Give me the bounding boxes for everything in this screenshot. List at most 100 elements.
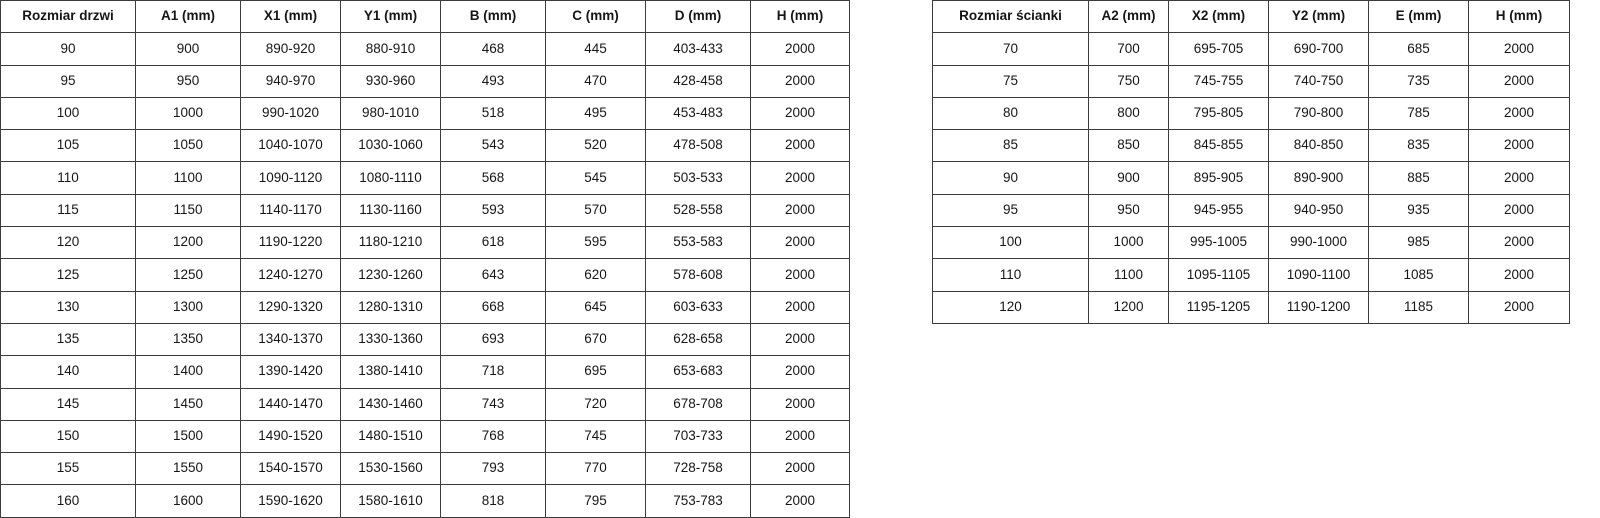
table-cell: 75 <box>932 64 1089 98</box>
column-header: X2 (mm) <box>1168 0 1269 34</box>
table-cell: 120 <box>0 226 136 260</box>
table-body: 70 700 695-705 690-700 685 2000 75 750 745-755 74… <box>932 32 1570 324</box>
table-cell: 568 <box>440 161 546 195</box>
table-cell: 2000 <box>750 161 850 195</box>
table-cell: 1400 <box>135 355 241 389</box>
table-row: 120 1200 1190-1220 1180-1210 618 595 553-583 20… <box>0 226 850 260</box>
table-cell: 140 <box>0 355 136 389</box>
table-cell: 493 <box>440 64 546 98</box>
column-header: A1 (mm) <box>135 0 241 34</box>
table-cell: 2000 <box>1468 226 1570 260</box>
table-row: 120 1200 1195-1205 1190-1200 1185 2000 <box>932 290 1570 324</box>
table-cell: 2000 <box>750 226 850 260</box>
table-header-row: Rozmiar drzwi A1 (mm) X1 (mm) Y1 (mm) B (mm)… <box>0 0 850 34</box>
table-cell: 2000 <box>750 129 850 163</box>
column-header: C (mm) <box>545 0 646 34</box>
column-header: E (mm) <box>1368 0 1469 34</box>
table-cell: 1300 <box>135 290 241 324</box>
table-cell: 880-910 <box>340 32 441 66</box>
table-cell: 85 <box>932 129 1089 163</box>
table-cell: 1000 <box>135 96 241 131</box>
table-cell: 2000 <box>1468 96 1570 131</box>
table-cell: 2000 <box>750 387 850 421</box>
table-row: 80 800 795-805 790-800 785 2000 <box>932 96 1570 131</box>
table-cell: 845-855 <box>1168 129 1269 163</box>
table-cell: 950 <box>1088 193 1169 228</box>
table-cell: 668 <box>440 290 546 324</box>
door-size-table: Rozmiar drzwi A1 (mm) X1 (mm) Y1 (mm) B (mm)… <box>0 0 850 518</box>
table-cell: 1000 <box>1088 226 1169 260</box>
table-cell: 95 <box>0 64 136 98</box>
table-cell: 543 <box>440 129 546 163</box>
table-cell: 2000 <box>750 322 850 357</box>
table-cell: 628-658 <box>645 322 751 357</box>
table-row: 110 1100 1095-1105 1090-1100 1085 2000 <box>932 258 1570 292</box>
table-cell: 2000 <box>1468 193 1570 228</box>
column-header: Y1 (mm) <box>340 0 441 34</box>
table-cell: 470 <box>545 64 646 98</box>
table-cell: 990-1000 <box>1268 226 1369 260</box>
table-cell: 1480-1510 <box>340 419 441 454</box>
table-cell: 110 <box>932 258 1089 292</box>
table-cell: 105 <box>0 129 136 163</box>
table-cell: 1590-1620 <box>240 484 341 518</box>
table-row: 90 900 895-905 890-900 885 2000 <box>932 161 1570 195</box>
table-cell: 795 <box>545 484 646 518</box>
table-cell: 100 <box>0 96 136 131</box>
table-cell: 115 <box>0 193 136 228</box>
table-cell: 620 <box>545 258 646 292</box>
table-cell: 1390-1420 <box>240 355 341 389</box>
table-cell: 995-1005 <box>1168 226 1269 260</box>
table-cell: 1350 <box>135 322 241 357</box>
table-cell: 1440-1470 <box>240 387 341 421</box>
table-cell: 2000 <box>750 419 850 454</box>
table-cell: 95 <box>932 193 1089 228</box>
table-cell: 800 <box>1088 96 1169 131</box>
table-cell: 670 <box>545 322 646 357</box>
table-cell: 2000 <box>1468 64 1570 98</box>
table-cell: 735 <box>1368 64 1469 98</box>
table-cell: 2000 <box>750 96 850 131</box>
table-cell: 595 <box>545 226 646 260</box>
table-cell: 645 <box>545 290 646 324</box>
table-cell: 690-700 <box>1268 32 1369 66</box>
table-cell: 1230-1260 <box>340 258 441 292</box>
table-cell: 135 <box>0 322 136 357</box>
table-cell: 1290-1320 <box>240 290 341 324</box>
table-cell: 150 <box>0 419 136 454</box>
table-cell: 80 <box>932 96 1089 131</box>
column-header: Rozmiar ścianki <box>932 0 1089 34</box>
table-cell: 1540-1570 <box>240 452 341 486</box>
table-cell: 1200 <box>135 226 241 260</box>
table-cell: 790-800 <box>1268 96 1369 131</box>
table-cell: 2000 <box>750 290 850 324</box>
table-cell: 478-508 <box>645 129 751 163</box>
table-cell: 518 <box>440 96 546 131</box>
table-cell: 1090-1120 <box>240 161 341 195</box>
table-cell: 1085 <box>1368 258 1469 292</box>
table-cell: 685 <box>1368 32 1469 66</box>
table-row: 115 1150 1140-1170 1130-1160 593 570 528-558 20… <box>0 193 850 228</box>
table-cell: 453-483 <box>645 96 751 131</box>
table-cell: 1490-1520 <box>240 419 341 454</box>
table-cell: 1140-1170 <box>240 193 341 228</box>
table-row: 160 1600 1590-1620 1580-1610 818 795 753-783 20… <box>0 484 850 518</box>
table-row: 95 950 940-970 930-960 493 470 428-458 2000 <box>0 64 850 98</box>
table-cell: 2000 <box>1468 161 1570 195</box>
table-row: 90 900 890-920 880-910 468 445 403-433 2000 <box>0 32 850 66</box>
table-cell: 553-583 <box>645 226 751 260</box>
table-cell: 850 <box>1088 129 1169 163</box>
table-cell: 945-955 <box>1168 193 1269 228</box>
table-cell: 643 <box>440 258 546 292</box>
table-cell: 428-458 <box>645 64 751 98</box>
table-cell: 1050 <box>135 129 241 163</box>
table-row: 135 1350 1340-1370 1330-1360 693 670 628-658 20… <box>0 322 850 357</box>
table-cell: 1185 <box>1368 290 1469 324</box>
table-cell: 1100 <box>135 161 241 195</box>
table-cell: 745-755 <box>1168 64 1269 98</box>
column-header: Y2 (mm) <box>1268 0 1369 34</box>
table-cell: 940-970 <box>240 64 341 98</box>
column-header: D (mm) <box>645 0 751 34</box>
table-cell: 1095-1105 <box>1168 258 1269 292</box>
table-cell: 110 <box>0 161 136 195</box>
